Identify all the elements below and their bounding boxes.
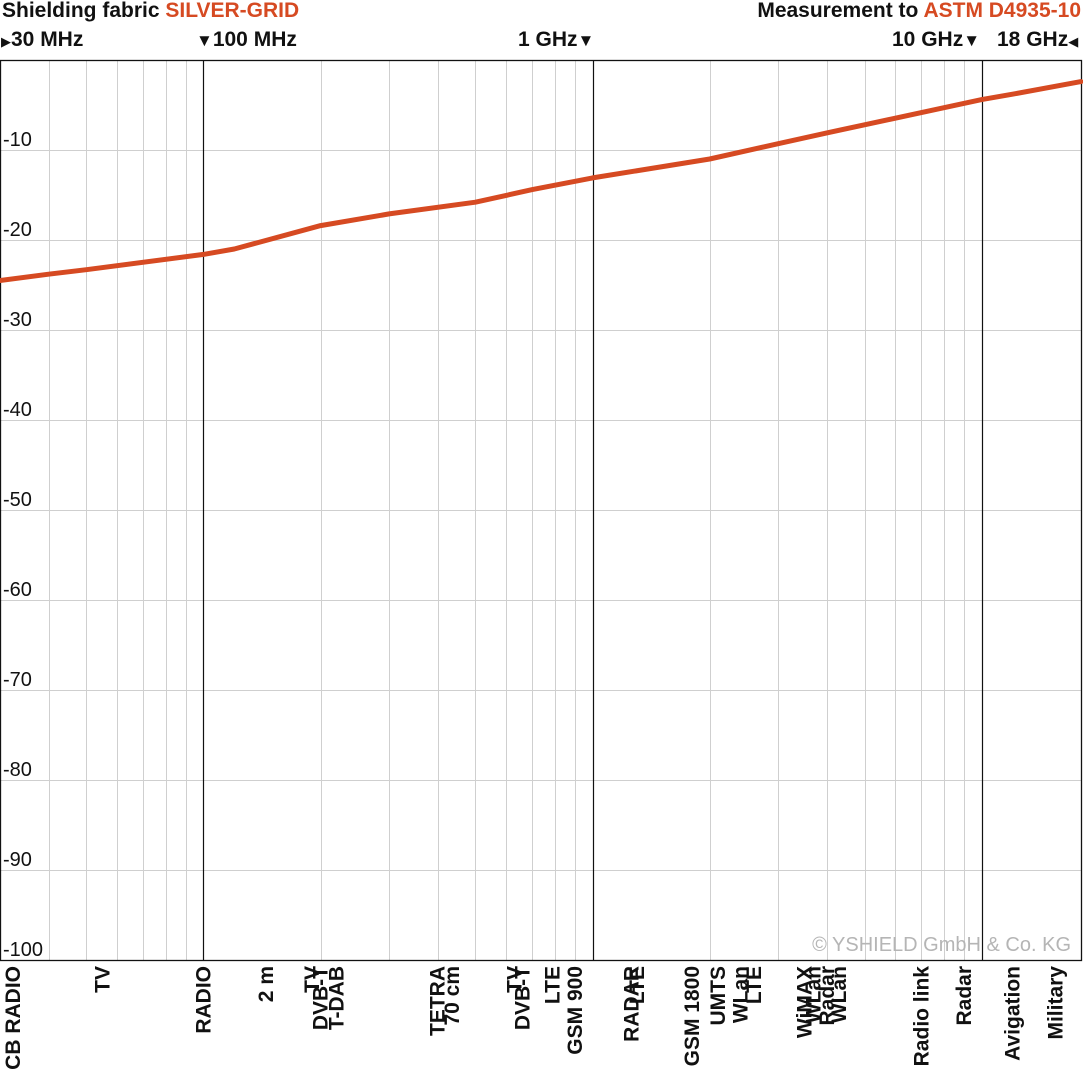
band-label: WLan	[803, 966, 826, 1023]
band-label: UMTS	[707, 966, 730, 1026]
y-tick-label: -90	[3, 849, 32, 871]
copyright-notice: © YSHIELD GmbH & Co. KG	[812, 934, 1071, 956]
band-label: 2 m	[255, 966, 278, 1002]
band-label: WLan	[730, 966, 753, 1023]
band-label: LTE	[542, 966, 565, 1004]
band-label: DVB-T	[511, 966, 534, 1030]
band-label: T-DAB	[326, 966, 349, 1030]
y-tick-label: -60	[3, 579, 32, 601]
band-label: 70 cm	[441, 966, 464, 1026]
freq-marker-18ghz: 18 GHz◀	[997, 28, 1079, 51]
title-prefix: Shielding fabric	[2, 0, 160, 22]
band-label: Radio link	[910, 966, 933, 1067]
band-label: Military	[1045, 966, 1068, 1040]
freq-marker-30mhz: ▶30 MHz	[1, 28, 84, 51]
chart-title: Shielding fabric SILVER-GRID	[2, 0, 299, 22]
band-label: DVB-T	[310, 966, 333, 1030]
band-label: RADAR	[621, 966, 644, 1042]
band-label: LTE	[626, 966, 649, 1004]
y-tick-label: -40	[3, 399, 32, 421]
band-label: Avigation	[1002, 966, 1025, 1061]
band-label: Radar	[816, 966, 839, 1026]
arrow-down-icon: ▼	[963, 31, 981, 50]
band-label: TV	[504, 966, 527, 993]
y-tick-label: -20	[3, 219, 32, 241]
band-label: GSM 900	[564, 966, 587, 1055]
band-label: RADIO	[193, 966, 216, 1034]
band-label: WiMAX	[793, 966, 816, 1038]
band-label: Radar	[953, 966, 976, 1026]
standard-prefix: Measurement to	[757, 0, 919, 22]
y-tick-label: -100	[3, 939, 43, 961]
band-label: TV	[301, 966, 324, 993]
band-label: WLan	[828, 966, 851, 1023]
standard-name: ASTM D4935-10	[923, 0, 1081, 22]
y-tick-label: -10	[3, 129, 32, 151]
y-tick-label: -30	[3, 309, 32, 331]
band-label: TETRA	[427, 966, 450, 1036]
arrow-left-icon: ◀	[1068, 34, 1079, 49]
arrow-right-icon: ▶	[1, 34, 11, 49]
freq-marker-100mhz: ▼100 MHz	[196, 28, 297, 51]
y-tick-label: -50	[3, 489, 32, 511]
y-tick-label: -70	[3, 669, 32, 691]
plot-frame	[0, 59, 1083, 962]
band-label: TV	[91, 966, 114, 993]
arrow-down-icon: ▼	[196, 31, 213, 50]
band-label: GSM 1800	[681, 966, 704, 1066]
freq-marker-1ghz: 1 GHz▼	[518, 28, 595, 51]
shielding-curve	[0, 79, 1083, 283]
y-tick-label: -80	[3, 759, 32, 781]
measurement-standard: Measurement to ASTM D4935-10	[757, 0, 1081, 22]
band-label: CB RADIO	[2, 966, 25, 1070]
product-name: SILVER-GRID	[165, 0, 300, 22]
arrow-down-icon: ▼	[577, 31, 595, 50]
band-label: LTE	[743, 966, 766, 1004]
freq-marker-10ghz: 10 GHz▼	[892, 28, 981, 51]
